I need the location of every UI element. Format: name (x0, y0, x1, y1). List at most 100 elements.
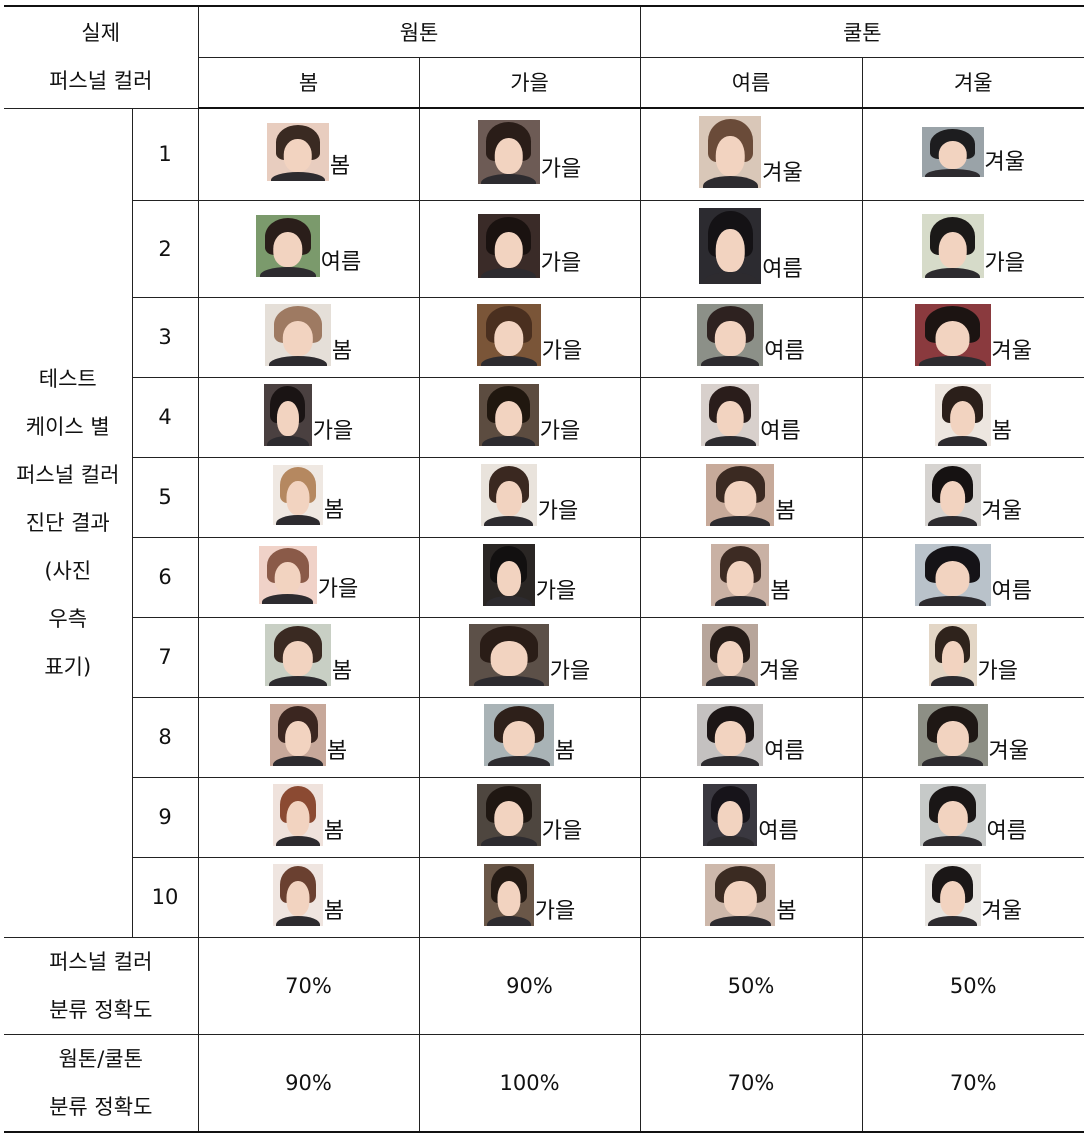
case-result: 가을 (478, 383, 580, 446)
side-label-line: 진단 결과 (25, 510, 110, 535)
face-photo (266, 122, 329, 181)
case-result: 가을 (477, 214, 581, 279)
photo-face (273, 232, 303, 268)
test-case-number: 6 (132, 536, 199, 618)
photo-shoulder (705, 675, 755, 686)
case-result: 가을 (263, 383, 353, 446)
table-row: 7 봄 가을 겨울 가을 (4, 616, 1085, 698)
result-cell: 가을 (418, 296, 641, 378)
summary-label-line: 퍼스널 컬러 (49, 949, 153, 974)
result-cell: 봄 (197, 456, 420, 538)
case-result: 겨울 (914, 303, 1032, 366)
result-cell: 봄 (197, 107, 420, 201)
photo-face (715, 721, 746, 756)
photo-shoulder (484, 515, 534, 526)
photo-face (716, 401, 744, 436)
diagnosed-season: 겨울 (984, 149, 1026, 175)
photo-face (937, 801, 968, 836)
summary-label-line: 분류 정확도 (49, 997, 153, 1022)
photo-shoulder (480, 835, 537, 846)
photo-shoulder (704, 435, 756, 446)
side-label-line: 표기) (44, 654, 92, 679)
face-photo (702, 623, 759, 686)
photo-face (716, 135, 745, 177)
case-result: 겨울 (924, 863, 1022, 926)
face-photo (269, 703, 326, 766)
diagnosed-season: 겨울 (762, 160, 803, 186)
photo-face (496, 561, 521, 596)
test-case-number: 9 (132, 776, 199, 858)
photo-face (494, 401, 523, 436)
face-photo (921, 126, 984, 177)
side-label-line: 테스트 (38, 366, 97, 391)
case-result: 가을 (258, 545, 358, 604)
result-cell: 가을 (861, 616, 1085, 698)
result-cell: 봄 (639, 456, 863, 538)
header-summer: 여름 (639, 56, 863, 110)
case-result: 봄 (711, 543, 791, 606)
table-row: 8 봄 봄 여름 겨울 (4, 696, 1085, 778)
table-row: 3 봄 가을 여름 겨울 (4, 296, 1085, 378)
face-photo (477, 214, 540, 279)
photo-shoulder (270, 171, 326, 181)
diagnosed-season: 봄 (770, 578, 791, 604)
case-result: 봄 (266, 122, 351, 181)
result-cell: 겨울 (861, 856, 1085, 938)
photo-face (490, 641, 528, 676)
table-row: 4 가을 가을 여름 봄 (4, 376, 1085, 458)
case-result: 가을 (468, 623, 590, 686)
photo-face (274, 561, 302, 595)
face-photo (914, 543, 991, 606)
case-result: 여름 (699, 208, 803, 285)
diagnosed-season: 봄 (323, 818, 345, 844)
photo-shoulder (268, 675, 327, 686)
photo-shoulder (919, 355, 986, 366)
result-cell: 봄 (197, 296, 420, 378)
accuracy-value: 100% (418, 1033, 641, 1133)
case-result: 가을 (477, 119, 581, 184)
result-cell: 가을 (418, 107, 641, 201)
case-result: 봄 (706, 463, 796, 526)
diagnosed-season: 가을 (984, 251, 1026, 277)
photo-shoulder (482, 435, 536, 446)
side-label-line: 우측 (48, 606, 88, 631)
diagnosed-season: 겨울 (981, 498, 1023, 524)
photo-face (727, 561, 754, 596)
result-cell: 가을 (418, 856, 641, 938)
face-photo (478, 383, 539, 446)
case-result: 봄 (272, 464, 345, 525)
photo-shoulder (481, 267, 537, 279)
diagnosed-season: 봄 (554, 738, 576, 764)
test-case-number: 1 (131, 107, 199, 201)
face-photo (711, 543, 770, 606)
result-cell: 여름 (639, 296, 863, 378)
case-result: 가을 (483, 863, 575, 926)
diagnosed-season: 봄 (323, 898, 345, 924)
photo-shoulder (923, 835, 982, 846)
test-case-number: 8 (132, 696, 199, 778)
face-photo (924, 463, 981, 526)
face-photo (697, 703, 764, 766)
photo-face (285, 721, 311, 756)
photo-shoulder (259, 267, 316, 278)
diagnosed-season: 겨울 (759, 658, 800, 684)
photo-shoulder (919, 595, 986, 606)
result-cell: 가을 (418, 456, 641, 538)
photo-face (286, 481, 310, 516)
face-photo (928, 623, 977, 686)
face-photo (934, 383, 991, 446)
result-cell: 봄 (197, 616, 420, 698)
diagnosed-season: 봄 (323, 497, 345, 523)
header-corner-line-2: 퍼스널 컬러 (49, 69, 153, 94)
photo-shoulder (266, 435, 309, 446)
test-case-number: 10 (132, 856, 199, 938)
test-case-number: 7 (132, 616, 199, 698)
result-cell: 겨울 (861, 456, 1085, 538)
photo-shoulder (714, 595, 766, 606)
photo-shoulder (706, 835, 755, 846)
diagnosed-season: 봄 (331, 658, 353, 684)
case-result: 여름 (919, 783, 1027, 846)
diagnosed-season: 가을 (537, 498, 579, 524)
diagnosed-season: 봄 (329, 153, 351, 179)
photo-shoulder (931, 675, 974, 686)
